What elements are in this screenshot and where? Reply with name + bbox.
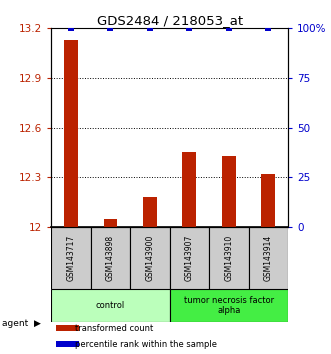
Bar xyxy=(249,227,288,289)
Text: control: control xyxy=(96,301,125,310)
Bar xyxy=(64,40,78,227)
Point xyxy=(69,25,74,31)
Text: transformed count: transformed count xyxy=(75,324,153,333)
Text: GSM143898: GSM143898 xyxy=(106,235,115,281)
Text: agent  ▶: agent ▶ xyxy=(2,319,40,329)
Bar xyxy=(222,156,236,227)
Bar xyxy=(169,227,209,289)
Bar xyxy=(169,289,288,322)
Bar xyxy=(51,227,91,289)
Point xyxy=(108,25,113,31)
Text: percentile rank within the sample: percentile rank within the sample xyxy=(75,339,217,349)
Bar xyxy=(104,219,118,227)
Point xyxy=(187,25,192,31)
Bar xyxy=(182,153,196,227)
Bar xyxy=(91,227,130,289)
Text: GSM143910: GSM143910 xyxy=(224,235,233,281)
Bar xyxy=(51,289,169,322)
Point xyxy=(226,25,231,31)
Text: GSM143914: GSM143914 xyxy=(264,235,273,281)
Bar xyxy=(209,227,249,289)
Text: GSM143900: GSM143900 xyxy=(145,235,155,281)
Text: GSM143907: GSM143907 xyxy=(185,235,194,281)
Bar xyxy=(143,197,157,227)
Bar xyxy=(130,227,169,289)
Title: GDS2484 / 218053_at: GDS2484 / 218053_at xyxy=(97,14,243,27)
Bar xyxy=(56,341,79,347)
Text: GSM143717: GSM143717 xyxy=(67,235,75,281)
Text: tumor necrosis factor
alpha: tumor necrosis factor alpha xyxy=(184,296,274,315)
Point xyxy=(265,25,271,31)
Point xyxy=(147,25,153,31)
Bar xyxy=(261,174,275,227)
Bar xyxy=(56,325,79,331)
